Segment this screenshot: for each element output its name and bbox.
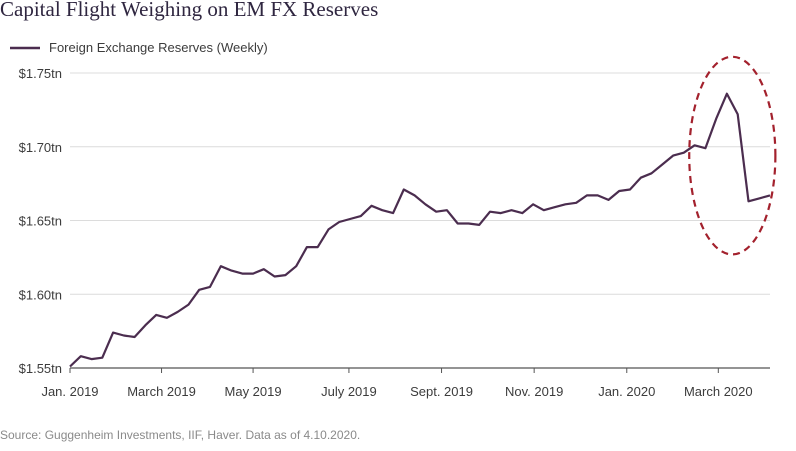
- x-tick-label: Jan. 2020: [598, 384, 655, 399]
- y-tick-label: $1.55tn: [19, 361, 62, 376]
- x-tick-label: July 2019: [321, 384, 377, 399]
- x-tick-label: Jan. 2019: [41, 384, 98, 399]
- x-axis-tick-labels: Jan. 2019 March 2019 May 2019 July 2019 Sept…: [41, 384, 752, 399]
- series-lines: [69, 92, 771, 368]
- x-tick-label: May 2019: [225, 384, 282, 399]
- y-tick-label: $1.60tn: [19, 287, 62, 302]
- highlight-ellipse: [688, 55, 777, 256]
- chart-title: Capital Flight Weighing on EM FX Reserve…: [0, 0, 379, 21]
- y-tick-label: $1.75tn: [19, 66, 62, 81]
- legend: Foreign Exchange Reserves (Weekly): [10, 40, 268, 55]
- x-axis-tick-marks: [69, 368, 719, 373]
- series-line: [69, 92, 771, 368]
- x-tick-label: Sept. 2019: [410, 384, 473, 399]
- gridlines: [70, 72, 770, 369]
- source-note: Source: Guggenheim Investments, IIF, Hav…: [0, 428, 361, 442]
- highlight-annotation: [688, 55, 777, 256]
- x-tick-label: March 2019: [127, 384, 196, 399]
- y-tick-label: $1.65tn: [19, 214, 62, 229]
- y-tick-label: $1.70tn: [19, 140, 62, 155]
- legend-label: Foreign Exchange Reserves (Weekly): [49, 40, 268, 55]
- x-tick-label: Nov. 2019: [505, 384, 563, 399]
- x-tick-label: March 2020: [684, 384, 753, 399]
- y-axis-tick-labels: $1.55tn $1.60tn $1.65tn $1.70tn $1.75tn: [19, 66, 62, 376]
